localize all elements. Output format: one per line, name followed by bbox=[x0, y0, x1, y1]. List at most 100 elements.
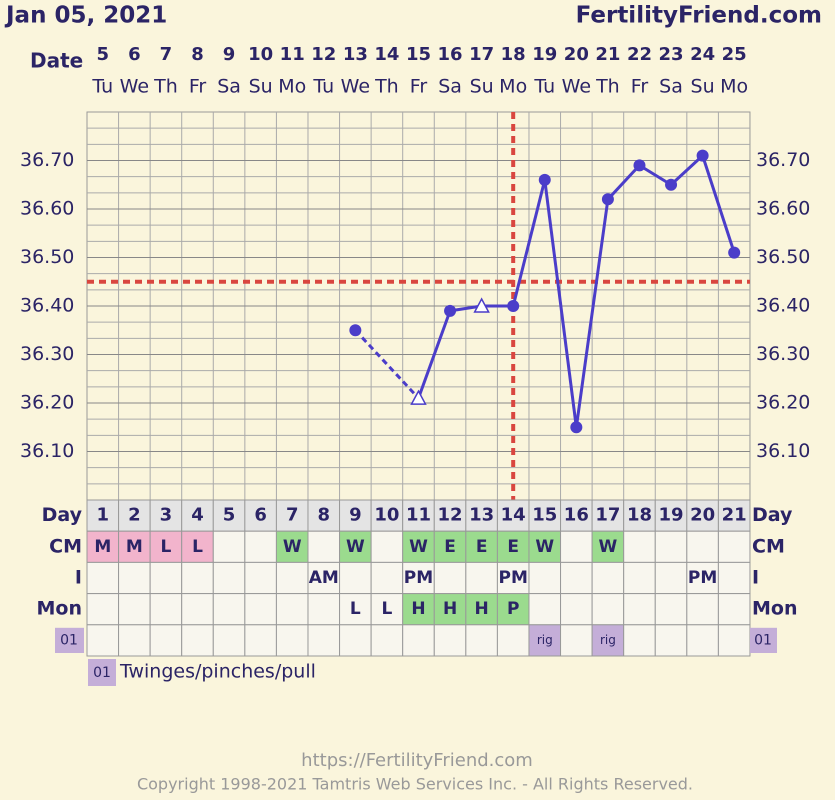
cell-text: L bbox=[192, 537, 203, 557]
cell-text: M bbox=[126, 537, 143, 557]
date-label: 10 bbox=[248, 44, 273, 65]
row-label: Day bbox=[42, 504, 83, 526]
weekday-label: Fr bbox=[410, 76, 428, 98]
date-label: 11 bbox=[280, 44, 305, 65]
day-cell bbox=[402, 499, 435, 532]
cell bbox=[339, 593, 372, 626]
cell bbox=[212, 561, 246, 595]
weekday-label: Mo bbox=[720, 76, 748, 98]
cell bbox=[181, 561, 214, 595]
cell-text: rig bbox=[537, 633, 553, 647]
day-cell bbox=[433, 499, 467, 532]
weekday-label: Th bbox=[374, 76, 399, 98]
cell-text: 7 bbox=[286, 505, 299, 526]
date-label: 7 bbox=[160, 44, 173, 65]
cell bbox=[496, 561, 530, 595]
y-tick-label-right: 36.40 bbox=[756, 295, 810, 317]
date-label: 9 bbox=[223, 44, 236, 65]
cell-text: W bbox=[283, 537, 302, 557]
weekday-label: Su bbox=[691, 76, 715, 98]
weekday-label: Su bbox=[470, 76, 494, 98]
cell bbox=[623, 561, 656, 595]
day-cell bbox=[370, 499, 404, 532]
cell bbox=[181, 530, 214, 563]
day-cell bbox=[686, 499, 719, 532]
cell bbox=[465, 530, 498, 563]
weekday-label: Sa bbox=[659, 76, 683, 98]
cell bbox=[717, 624, 751, 657]
cell bbox=[528, 561, 562, 595]
date-label: 19 bbox=[532, 44, 557, 65]
day-cell bbox=[717, 499, 751, 532]
point bbox=[349, 324, 362, 337]
cell bbox=[465, 624, 498, 657]
cell-text: AM bbox=[309, 568, 339, 588]
legend-text: Twinges/pinches/pull bbox=[119, 661, 316, 683]
cell-text: 3 bbox=[160, 505, 173, 526]
cell bbox=[149, 593, 183, 626]
cell bbox=[560, 530, 593, 563]
cell-text: 12 bbox=[438, 505, 463, 526]
cell bbox=[465, 561, 498, 595]
cell bbox=[654, 624, 688, 657]
row-label: Mon bbox=[37, 598, 83, 620]
point bbox=[696, 149, 709, 162]
cell bbox=[402, 530, 435, 563]
cell bbox=[307, 530, 341, 563]
cell bbox=[244, 530, 277, 563]
point-triangle bbox=[410, 389, 427, 405]
date-label: 12 bbox=[311, 44, 336, 65]
point bbox=[444, 304, 457, 317]
cell bbox=[528, 624, 562, 657]
weekday-label: Fr bbox=[189, 76, 207, 98]
cell bbox=[717, 593, 751, 626]
date-label: 18 bbox=[501, 44, 526, 65]
weekday-label: Th bbox=[153, 76, 178, 98]
y-tick-label-right: 36.30 bbox=[756, 343, 810, 365]
cell bbox=[560, 561, 593, 595]
weekday-label: Tu bbox=[91, 76, 113, 98]
weekday-label: Tu bbox=[312, 76, 334, 98]
line-segment bbox=[701, 155, 736, 254]
label-box bbox=[55, 627, 84, 653]
cell bbox=[339, 561, 372, 595]
cell-text: 8 bbox=[318, 505, 331, 526]
cell-text: 20 bbox=[690, 505, 715, 526]
cell bbox=[86, 624, 120, 657]
date-label: 15 bbox=[406, 44, 431, 65]
cell-text: PM bbox=[688, 568, 717, 588]
cell-text: W bbox=[346, 537, 365, 557]
cell-text: 9 bbox=[349, 505, 362, 526]
weekday-label: Su bbox=[249, 76, 273, 98]
line-segment bbox=[670, 154, 704, 186]
footer-url: https://FertilityFriend.com bbox=[301, 750, 533, 771]
date-label: 8 bbox=[191, 44, 204, 65]
cell-text: 2 bbox=[128, 505, 141, 526]
cell-text: 18 bbox=[627, 505, 652, 526]
point bbox=[570, 421, 583, 434]
cell-text: rig bbox=[600, 633, 616, 647]
line-segment bbox=[638, 164, 672, 187]
day-cell bbox=[307, 499, 341, 532]
y-tick-label: 36.60 bbox=[20, 198, 74, 220]
point bbox=[601, 193, 614, 206]
cell bbox=[212, 624, 246, 657]
cell bbox=[86, 561, 120, 595]
weekday-label: Sa bbox=[217, 76, 241, 98]
date-label: 23 bbox=[659, 44, 684, 65]
line-segment bbox=[417, 310, 452, 399]
cell bbox=[528, 593, 562, 626]
cell bbox=[86, 593, 120, 626]
cell-text: 15 bbox=[532, 505, 557, 526]
cell bbox=[275, 561, 309, 595]
day-cell bbox=[149, 499, 183, 532]
cell bbox=[496, 593, 530, 626]
row-label-right: 01 bbox=[754, 632, 772, 648]
day-cell bbox=[591, 499, 625, 532]
point bbox=[507, 300, 520, 312]
cell-text: E bbox=[507, 537, 519, 557]
weekday-label: We bbox=[562, 76, 591, 98]
cell bbox=[686, 624, 719, 657]
cell-text: H bbox=[475, 599, 489, 619]
